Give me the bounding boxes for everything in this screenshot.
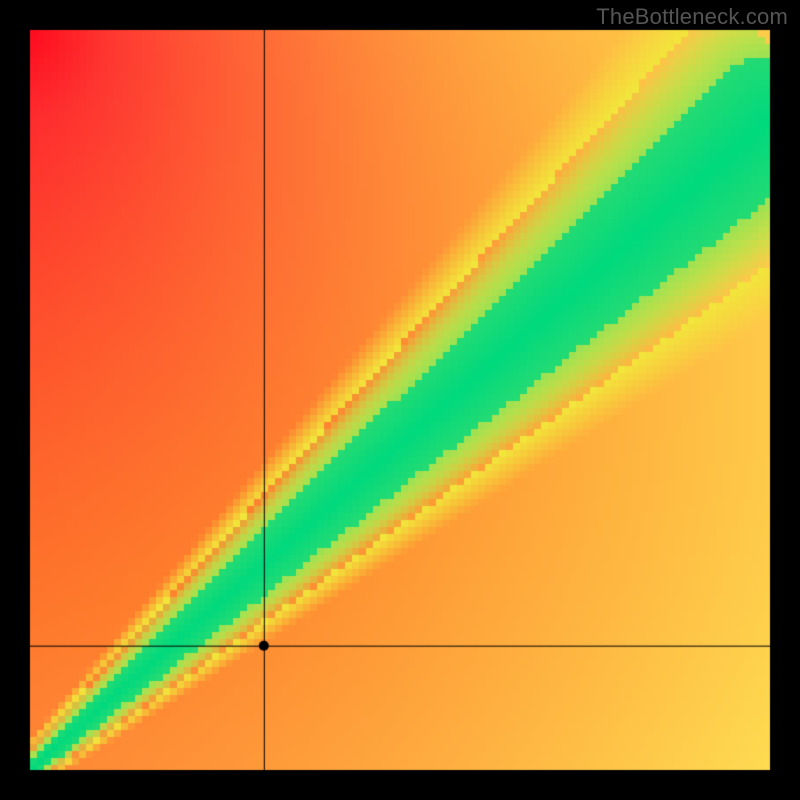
bottleneck-heatmap bbox=[0, 0, 800, 800]
watermark-text: TheBottleneck.com bbox=[596, 4, 788, 30]
chart-container: TheBottleneck.com bbox=[0, 0, 800, 800]
